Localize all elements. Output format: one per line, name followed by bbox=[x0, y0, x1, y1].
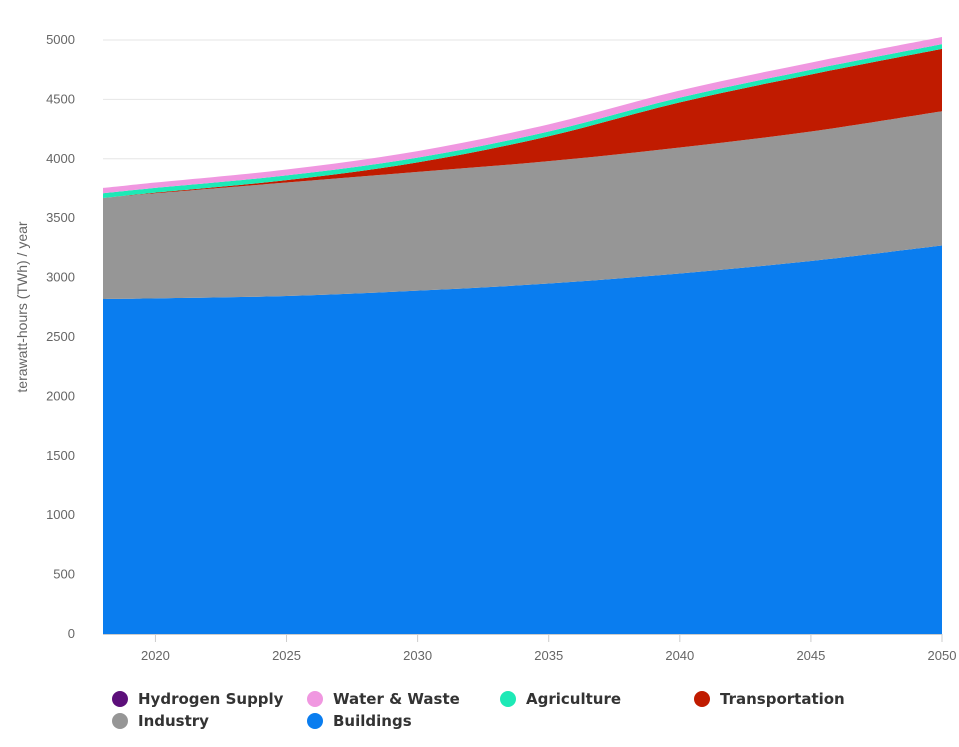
legend-item-transportation[interactable]: Transportation bbox=[694, 688, 845, 710]
y-tick-label: 2500 bbox=[46, 329, 75, 344]
x-tick-label: 2035 bbox=[534, 648, 563, 663]
area-transportation[interactable] bbox=[103, 48, 942, 199]
y-tick-label: 3000 bbox=[46, 270, 75, 285]
x-tick-label: 2045 bbox=[796, 648, 825, 663]
legend-dot-icon bbox=[694, 691, 710, 707]
y-tick-label: 2000 bbox=[46, 388, 75, 403]
area-layer bbox=[103, 37, 942, 635]
area-industry[interactable] bbox=[103, 111, 942, 299]
legend-label: Agriculture bbox=[526, 690, 622, 708]
y-tick-label: 4000 bbox=[46, 151, 75, 166]
x-tick-label: 2050 bbox=[928, 648, 957, 663]
legend-item-industry[interactable]: Industry bbox=[112, 710, 209, 732]
x-tick-label: 2025 bbox=[272, 648, 301, 663]
area-buildings[interactable] bbox=[103, 245, 942, 635]
legend-label: Hydrogen Supply bbox=[138, 690, 284, 708]
y-tick-label: 0 bbox=[68, 626, 75, 641]
y-tick-label: 1000 bbox=[46, 507, 75, 522]
x-tick-label: 2030 bbox=[403, 648, 432, 663]
x-tick-label: 2020 bbox=[141, 648, 170, 663]
y-tick-label: 500 bbox=[53, 567, 75, 582]
legend-dot-icon bbox=[112, 713, 128, 729]
legend-item-buildings[interactable]: Buildings bbox=[307, 710, 412, 732]
legend-label: Buildings bbox=[333, 712, 412, 730]
x-tick-label: 2040 bbox=[665, 648, 694, 663]
y-axis-title: terawatt-hours (TWh) / year bbox=[14, 221, 30, 392]
y-tick-label: 5000 bbox=[46, 32, 75, 47]
legend-dot-icon bbox=[307, 691, 323, 707]
legend-dot-icon bbox=[500, 691, 516, 707]
y-tick-label: 4500 bbox=[46, 91, 75, 106]
legend-dot-icon bbox=[307, 713, 323, 729]
legend-dot-icon bbox=[112, 691, 128, 707]
y-tick-label: 1500 bbox=[46, 448, 75, 463]
chart-legend: Hydrogen Supply Water & Waste Agriculture T… bbox=[112, 688, 932, 738]
legend-label: Water & Waste bbox=[333, 690, 460, 708]
legend-label: Industry bbox=[138, 712, 209, 730]
y-tick-label: 3500 bbox=[46, 210, 75, 225]
legend-item-water-and-waste[interactable]: Water & Waste bbox=[307, 688, 460, 710]
stacked-area-chart: 0 500 1000 1500 2000 2500 3000 3500 4000 4500 5000… bbox=[14, 32, 956, 663]
legend-label: Transportation bbox=[720, 690, 845, 708]
axis-layer: 0 500 1000 1500 2000 2500 3000 3500 4000 4500 5000… bbox=[46, 32, 956, 663]
legend-item-hydrogen-supply[interactable]: Hydrogen Supply bbox=[112, 688, 283, 710]
legend-item-agriculture[interactable]: Agriculture bbox=[500, 688, 621, 710]
